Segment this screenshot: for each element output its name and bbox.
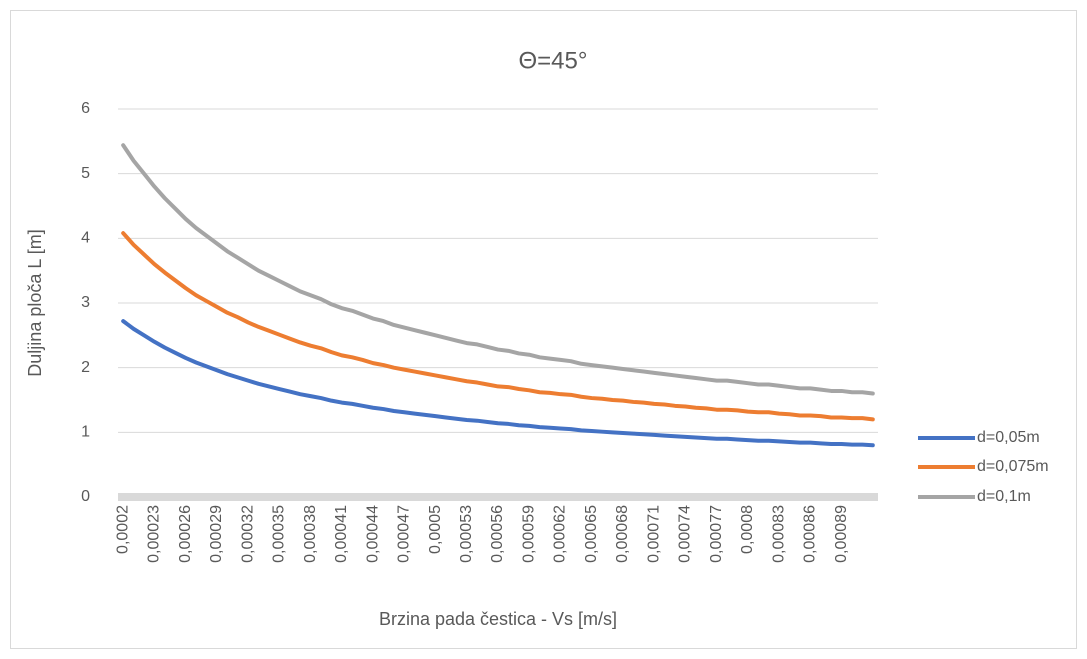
y-axis-label: Duljina ploča L [m]	[25, 229, 45, 376]
y-tick-label: 5	[81, 165, 90, 182]
x-tick-label: 0,0002	[114, 505, 131, 554]
x-axis-label: Brzina pada čestica - Vs [m/s]	[379, 609, 617, 629]
y-tick-label: 1	[81, 424, 90, 441]
x-tick-label: 0,00062	[552, 505, 569, 563]
x-tick-label: 0,00089	[833, 505, 850, 563]
x-tick-label: 0,00029	[208, 505, 225, 563]
x-tick-label: 0,00047	[396, 505, 413, 563]
y-tick-label: 0	[81, 488, 90, 505]
x-tick-label: 0,00026	[177, 505, 194, 563]
x-tick-label: 0,00044	[364, 505, 381, 563]
series-line	[121, 231, 875, 422]
x-axis	[118, 493, 878, 501]
x-tick-label: 0,00032	[239, 505, 256, 563]
x-tick-label: 0,00083	[770, 505, 787, 563]
x-tick-label: 0,00023	[146, 505, 163, 563]
series-line	[121, 143, 875, 396]
x-tick-label: 0,00059	[520, 505, 537, 563]
x-tick-label: 0,00071	[645, 505, 662, 563]
x-tick-label: 0,00065	[583, 505, 600, 563]
y-tick-label: 4	[81, 230, 90, 247]
legend-label: d=0,05m	[977, 429, 1040, 446]
x-tick-label: 0,0008	[739, 505, 756, 554]
x-tick-label: 0,00086	[802, 505, 819, 563]
x-tick-label: 0,00053	[458, 505, 475, 563]
x-tick-label: 0,00077	[708, 505, 725, 563]
x-tick-label: 0,00035	[271, 505, 288, 563]
y-tick-label: 6	[81, 100, 90, 117]
y-tick-label: 3	[81, 294, 90, 311]
x-tick-label: 0,00038	[302, 505, 319, 563]
legend-label: d=0,1m	[977, 488, 1031, 505]
x-tick-label: 0,00074	[677, 505, 694, 563]
series-line	[121, 319, 875, 448]
y-tick-label: 2	[81, 359, 90, 376]
chart-border	[10, 10, 1077, 649]
x-tick-label: 0,0005	[427, 505, 444, 554]
x-tick-label: 0,00041	[333, 505, 350, 563]
chart-title: Θ=45°	[519, 47, 588, 74]
x-tick-label: 0,00056	[489, 505, 506, 563]
x-tick-label: 0,00068	[614, 505, 631, 563]
legend-label: d=0,075m	[977, 458, 1049, 475]
